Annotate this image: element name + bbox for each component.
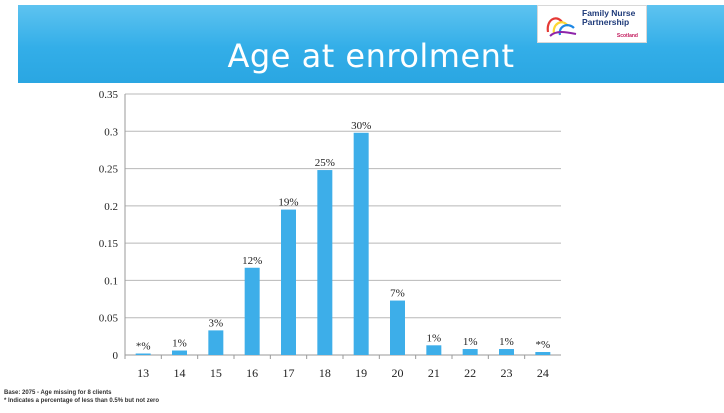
data-label: 1% xyxy=(463,336,478,348)
page-title: Age at enrolment xyxy=(227,37,515,75)
logo-line1: Family Nurse xyxy=(582,8,636,18)
data-label: 1% xyxy=(172,338,187,350)
bar xyxy=(426,345,442,355)
y-tick-label: 0.1 xyxy=(104,275,118,287)
fnp-logo-mark-icon xyxy=(546,17,577,37)
logo-text: Family Nurse Partnership xyxy=(582,9,635,27)
bar xyxy=(244,267,260,355)
y-tick-label: 0.35 xyxy=(99,89,119,101)
fnp-logo: Family Nurse Partnership Scotland xyxy=(537,5,647,43)
y-tick-label: 0.05 xyxy=(99,313,119,325)
x-tick-label: 24 xyxy=(537,366,549,380)
bar xyxy=(535,352,551,355)
bar xyxy=(172,350,187,355)
bar xyxy=(135,353,151,355)
data-label: 12% xyxy=(242,255,262,267)
data-label: *% xyxy=(136,341,151,353)
data-label: 3% xyxy=(208,317,223,329)
data-label: 1% xyxy=(499,336,514,348)
y-tick-label: 0 xyxy=(113,350,119,362)
x-tick-label: 14 xyxy=(174,366,186,380)
bar xyxy=(353,132,369,355)
footnote-asterisk: * Indicates a percentage of less than 0.… xyxy=(4,398,160,404)
x-tick-label: 18 xyxy=(319,366,331,380)
logo-line2: Partnership xyxy=(582,17,630,27)
data-label: 30% xyxy=(351,120,371,132)
logo-subtext: Scotland xyxy=(616,33,638,39)
y-tick-label: 0.25 xyxy=(99,164,119,176)
x-tick-label: 19 xyxy=(355,366,367,380)
x-tick-label: 16 xyxy=(246,366,258,380)
x-tick-label: 23 xyxy=(501,366,513,380)
data-label: 19% xyxy=(278,197,298,209)
x-tick-label: 13 xyxy=(137,366,149,380)
x-tick-label: 20 xyxy=(392,366,404,380)
y-tick-label: 0.2 xyxy=(104,201,118,213)
bar xyxy=(208,330,224,355)
y-tick-label: 0.15 xyxy=(99,238,119,250)
x-tick-label: 21 xyxy=(428,366,440,380)
bar xyxy=(390,300,405,355)
bar xyxy=(499,349,514,355)
x-tick-label: 17 xyxy=(283,366,295,380)
data-label: *% xyxy=(535,339,550,351)
data-label: 25% xyxy=(315,157,335,169)
bar xyxy=(462,349,478,355)
data-label: 7% xyxy=(390,288,405,300)
footnote-base: Base: 2075 - Age missing for 8 clients xyxy=(4,390,112,396)
x-tick-label: 15 xyxy=(210,366,222,380)
data-label: 1% xyxy=(426,332,441,344)
x-tick-label: 22 xyxy=(464,366,476,380)
bar xyxy=(281,209,296,355)
y-tick-label: 0.3 xyxy=(104,126,118,138)
bar xyxy=(317,170,333,355)
